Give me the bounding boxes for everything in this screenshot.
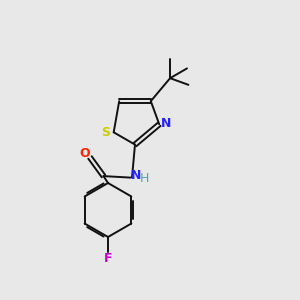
Text: N: N bbox=[160, 117, 171, 130]
Text: O: O bbox=[79, 147, 90, 161]
Text: F: F bbox=[104, 252, 112, 265]
Text: N: N bbox=[130, 169, 141, 182]
Text: S: S bbox=[101, 126, 110, 139]
Text: H: H bbox=[139, 172, 149, 185]
